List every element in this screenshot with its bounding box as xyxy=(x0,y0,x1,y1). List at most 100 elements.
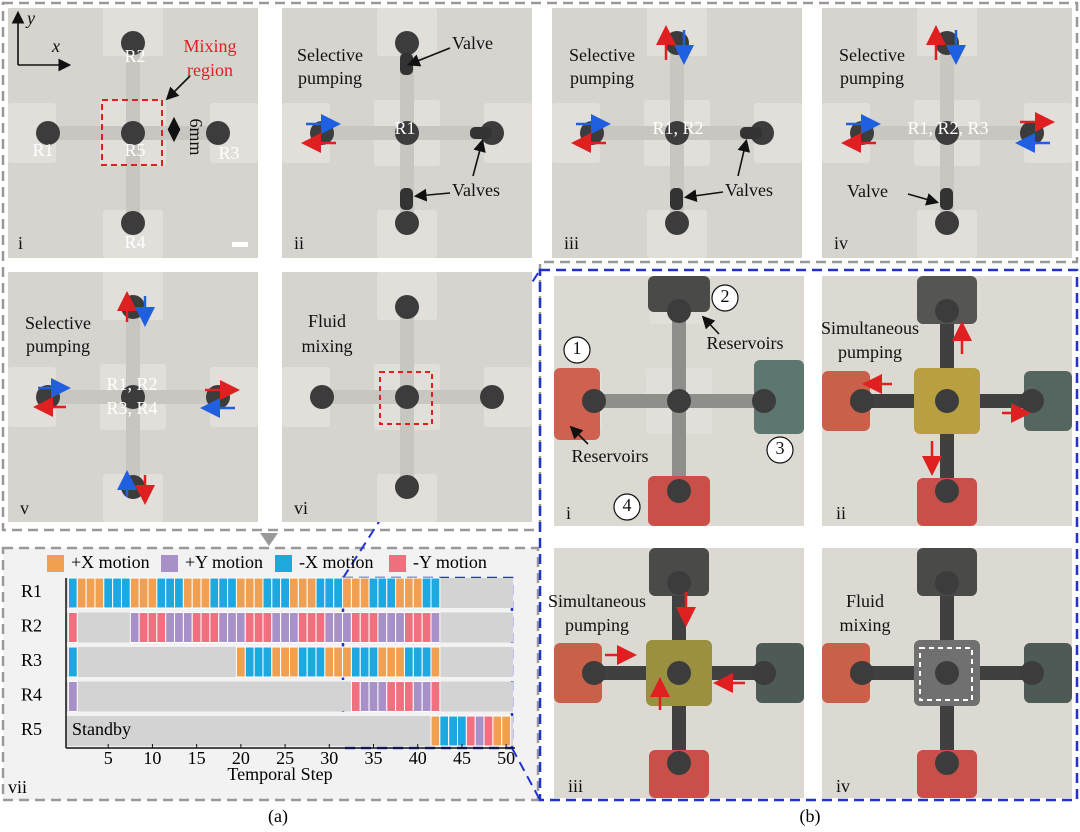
reservoir xyxy=(554,643,602,703)
magnet-dot xyxy=(667,661,691,685)
motion-cell xyxy=(271,577,282,609)
panel-label: pumping xyxy=(298,68,362,88)
panel-label: Fluid xyxy=(846,591,884,611)
arrow xyxy=(907,193,940,206)
photo-panel: Selective pumping R1, R2, R3 Valve iv xyxy=(822,8,1072,258)
panel-label: R1, R2 xyxy=(652,118,703,138)
arrow xyxy=(407,47,451,67)
magnet-dot xyxy=(395,31,419,55)
magnet-dot xyxy=(935,571,959,595)
motion-cell xyxy=(280,646,290,678)
x-tick-label: 35 xyxy=(365,748,383,768)
valve xyxy=(470,127,492,139)
row-label: R2 xyxy=(21,616,42,636)
panel-label: ii xyxy=(836,503,846,523)
photo-panel: Fluid mixing vi xyxy=(282,272,532,522)
panel-label: pumping xyxy=(840,68,904,88)
panel-label: vi xyxy=(294,498,308,518)
motion-cell xyxy=(244,646,255,678)
magnet-dot xyxy=(121,31,145,55)
row-label: R4 xyxy=(21,685,42,705)
magnet-dot xyxy=(582,389,606,413)
panel-label: region xyxy=(187,60,233,80)
motion-cell xyxy=(174,577,184,609)
panel-label: R3, R4 xyxy=(106,398,157,418)
motion-cell xyxy=(350,577,361,609)
panel-label: Mixing xyxy=(183,36,236,56)
motion-cell xyxy=(386,646,397,678)
motion-cell xyxy=(333,646,344,678)
motion-cell xyxy=(271,612,282,643)
motion-cell xyxy=(359,612,370,643)
magnet-dot xyxy=(121,385,145,409)
photo-panel: Selective pumping R1, R2 Valves iii xyxy=(552,8,802,258)
motion-cell xyxy=(200,612,211,643)
motion-cell xyxy=(182,577,193,609)
magnet-dot xyxy=(935,661,959,685)
motion-cell xyxy=(227,612,237,643)
motion-cell xyxy=(430,715,441,747)
magnet-dot xyxy=(1020,661,1044,685)
motion-cell xyxy=(395,681,405,712)
motion-cell xyxy=(244,612,255,643)
panel-label: Selective xyxy=(569,45,635,65)
magnet-dot xyxy=(582,661,606,685)
motion-cell xyxy=(342,612,352,643)
motion-cell xyxy=(342,646,352,678)
legend-label: +X motion xyxy=(71,552,150,572)
motion-cell xyxy=(457,715,467,747)
arrow xyxy=(569,425,589,445)
panel-label: R2 xyxy=(124,46,145,66)
magnet-dot xyxy=(395,475,419,499)
motion-cell xyxy=(209,612,220,643)
magnet-dot xyxy=(850,661,874,685)
panel-label: 4 xyxy=(623,495,632,515)
motion-cell xyxy=(174,612,184,643)
x-tick-label: 45 xyxy=(453,748,471,768)
magnet-dot xyxy=(206,385,230,409)
magnet-dot xyxy=(310,385,334,409)
magnet-dot xyxy=(667,479,691,503)
magnet-dot xyxy=(36,121,60,145)
panel-label: 3 xyxy=(776,438,785,458)
magnet-dot xyxy=(480,385,504,409)
motion-cell xyxy=(297,612,308,643)
panel-label: Valve xyxy=(847,181,888,201)
reservoir xyxy=(1024,643,1072,703)
motion-cell xyxy=(492,715,503,747)
magnet-dot xyxy=(1020,121,1044,145)
magnet-dot xyxy=(752,389,776,413)
photo-panel: Simultaneous pumping ii xyxy=(821,276,1072,526)
motion-cell xyxy=(138,577,149,609)
motion-cell xyxy=(421,646,432,678)
motion-cell xyxy=(297,646,308,678)
motion-cell xyxy=(76,577,87,609)
motion-cell xyxy=(430,612,441,643)
valve xyxy=(740,127,762,139)
motion-cell xyxy=(403,577,414,609)
motion-cell xyxy=(430,646,441,678)
motion-cell xyxy=(483,715,494,747)
motion-cell xyxy=(430,577,441,609)
x-axis-label: Temporal Step xyxy=(227,764,332,784)
panel-label: v xyxy=(20,498,29,518)
row-label: R5 xyxy=(21,719,42,739)
reservoir xyxy=(648,276,710,312)
motion-cell xyxy=(271,646,282,678)
x-tick-label: 25 xyxy=(276,748,294,768)
photo-panel: yx R2 Mixing region R1 R5 R3 R4 6mm i xyxy=(8,8,258,258)
motion-cell xyxy=(200,577,211,609)
motion-cell xyxy=(465,715,476,747)
reservoir xyxy=(754,360,804,434)
motion-cell xyxy=(377,577,388,609)
panel-label: Selective xyxy=(839,45,905,65)
panel-label: R5 xyxy=(124,140,145,160)
down-arrow xyxy=(260,533,278,546)
panel-label: 6mm xyxy=(186,118,206,155)
motion-cell xyxy=(289,646,299,678)
motion-cell xyxy=(280,577,290,609)
motion-cell xyxy=(67,612,78,643)
motion-cell xyxy=(412,612,423,643)
legend-label: -X motion xyxy=(299,552,374,572)
